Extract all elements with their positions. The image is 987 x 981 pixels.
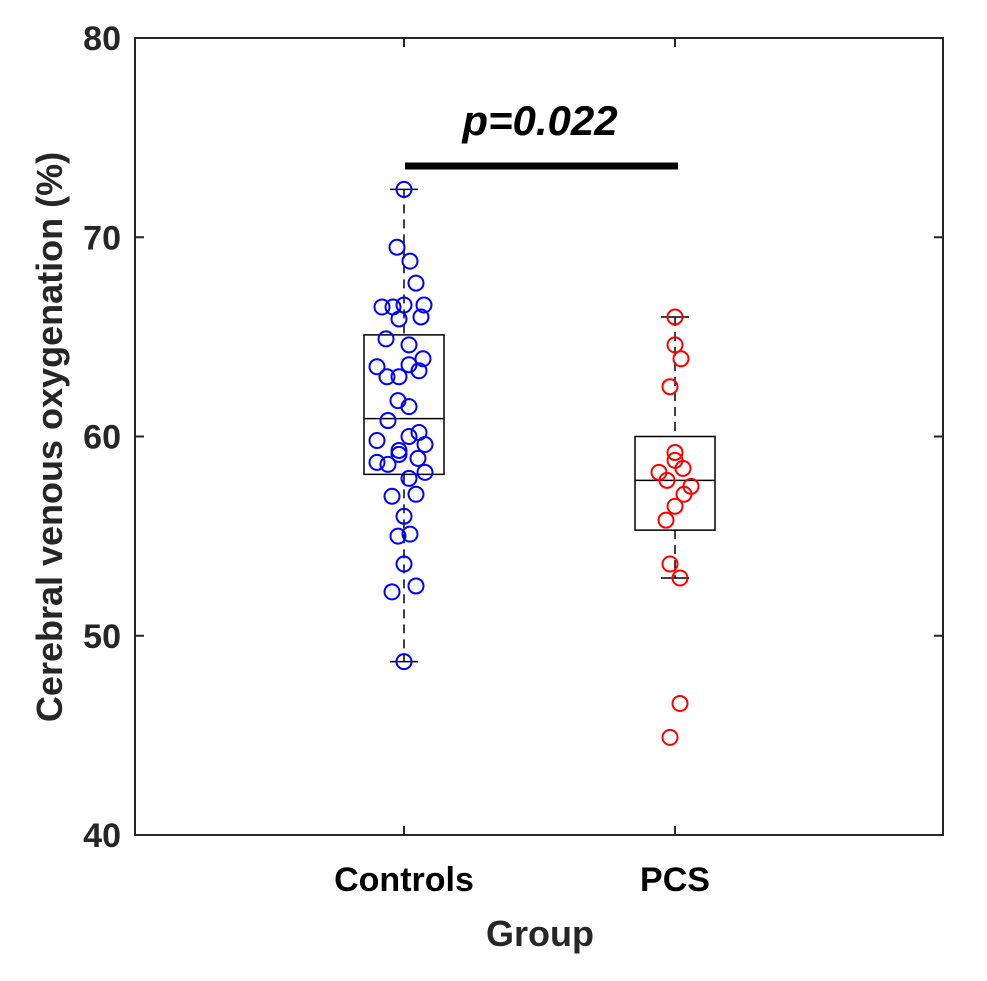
data-point-controls-38 — [383, 583, 401, 601]
data-point-pcs-8 — [658, 471, 676, 489]
p-value-annotation: p=0.022 — [461, 97, 617, 144]
data-point-controls-31 — [400, 469, 418, 487]
box-controls — [363, 334, 445, 476]
data-point-controls-8 — [390, 310, 408, 328]
data-point-pcs-15 — [671, 694, 689, 712]
y-tick-label-40: 40 — [83, 817, 121, 855]
data-point-pcs-12 — [657, 511, 675, 529]
data-point-controls-3 — [407, 274, 425, 292]
data-point-pcs-4 — [666, 443, 684, 461]
plot-area — [134, 37, 944, 836]
data-point-controls-22 — [400, 428, 418, 445]
data-point-controls-0 — [395, 180, 413, 198]
data-point-controls-17 — [390, 368, 408, 386]
data-point-controls-35 — [389, 527, 407, 545]
data-point-controls-26 — [390, 445, 408, 463]
data-point-controls-30 — [416, 463, 434, 481]
y-axis-title: Cerebral venous oxygenation (%) — [29, 152, 70, 722]
data-point-pcs-6 — [674, 459, 692, 477]
data-point-controls-10 — [377, 330, 395, 348]
y-tick-label-50: 50 — [83, 618, 121, 656]
data-point-pcs-16 — [661, 728, 679, 746]
data-point-controls-27 — [409, 449, 427, 467]
data-point-pcs-2 — [672, 350, 690, 368]
data-point-pcs-1 — [666, 336, 684, 354]
data-point-controls-20 — [379, 412, 397, 430]
data-point-controls-4 — [373, 298, 391, 316]
data-point-controls-29 — [379, 455, 397, 473]
data-point-controls-14 — [400, 356, 418, 374]
data-point-controls-7 — [415, 296, 433, 314]
data-point-controls-12 — [414, 350, 432, 368]
box-pcs — [634, 435, 716, 531]
data-point-controls-40 — [395, 653, 413, 671]
y-axis-ticks: 40 50 60 70 80 — [83, 20, 943, 855]
data-point-controls-2 — [401, 252, 419, 270]
data-point-controls-11 — [400, 336, 418, 354]
data-point-pcs-13 — [661, 555, 679, 573]
data-point-controls-24 — [416, 435, 434, 453]
data-point-controls-19 — [400, 398, 418, 416]
data-point-controls-1 — [388, 238, 406, 256]
data-point-pcs-0 — [666, 308, 684, 326]
data-point-controls-33 — [407, 485, 425, 503]
data-point-controls-13 — [368, 358, 386, 376]
data-point-pcs-14 — [671, 569, 689, 587]
data-point-controls-16 — [378, 368, 396, 386]
data-point-controls-28 — [368, 453, 386, 471]
x-category-label-pcs: PCS — [640, 861, 710, 899]
data-point-pcs-11 — [666, 497, 684, 515]
data-points — [368, 180, 700, 746]
y-tick-label-70: 70 — [83, 219, 121, 257]
data-point-controls-34 — [395, 507, 413, 525]
data-point-pcs-10 — [675, 485, 693, 503]
y-tick-label-60: 60 — [83, 419, 121, 457]
data-point-controls-32 — [383, 487, 401, 505]
y-tick-label-80: 80 — [83, 20, 121, 58]
data-point-controls-36 — [401, 525, 419, 543]
data-point-controls-15 — [410, 362, 428, 380]
x-axis-title: Group — [486, 913, 594, 954]
data-point-controls-37 — [395, 555, 413, 573]
data-point-controls-21 — [368, 431, 386, 449]
data-point-pcs-3 — [661, 378, 679, 396]
data-point-controls-9 — [412, 308, 430, 326]
x-category-label-controls: Controls — [334, 861, 474, 899]
data-point-controls-39 — [407, 577, 425, 595]
